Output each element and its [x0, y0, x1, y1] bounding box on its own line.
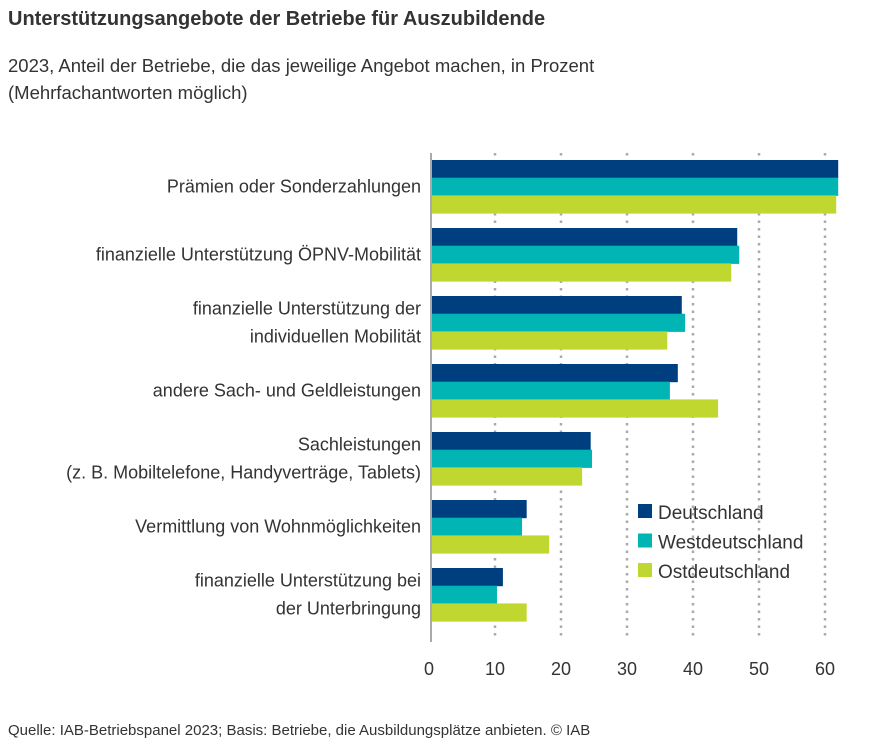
- bar-westdeutschland-5: [431, 449, 593, 468]
- category-label: finanzielle Unterstützung bei: [195, 571, 421, 591]
- bar-deutschland-2: [431, 228, 738, 247]
- x-tick-label: 30: [617, 659, 637, 679]
- category-label: individuellen Mobilität: [250, 327, 421, 347]
- x-tick-label: 50: [749, 659, 769, 679]
- x-tick-label: 0: [424, 659, 434, 679]
- bar-ostdeutschland-4: [431, 399, 719, 418]
- legend-swatch-westdeutschland: [638, 533, 652, 548]
- category-label: Sachleistungen: [298, 435, 421, 455]
- bar-ostdeutschland-7: [431, 603, 527, 622]
- bar-deutschland-4: [431, 364, 678, 383]
- category-label: (z. B. Mobiltelefone, Handyverträge, Tab…: [66, 463, 421, 483]
- chart-subtitle: 2023, Anteil der Betriebe, die das jewei…: [8, 52, 594, 106]
- category-label: der Unterbringung: [276, 599, 421, 619]
- bar-deutschland-6: [431, 500, 527, 519]
- bar-westdeutschland-2: [431, 245, 740, 264]
- x-tick-label: 60: [815, 659, 835, 679]
- bar-ostdeutschland-2: [431, 263, 732, 282]
- category-label: Vermittlung von Wohnmöglichkeiten: [135, 517, 421, 537]
- x-tick-label: 10: [485, 659, 505, 679]
- bar-ostdeutschland-6: [431, 535, 550, 554]
- category-label: Prämien oder Sonderzahlungen: [167, 177, 421, 197]
- legend-label-deutschland: Deutschland: [658, 503, 764, 524]
- bar-ostdeutschland-1: [431, 195, 837, 214]
- bar-westdeutschland-7: [431, 585, 497, 604]
- legend-swatch-ostdeutschland: [638, 563, 652, 577]
- subtitle-line-2: (Mehrfachantworten möglich): [8, 82, 248, 103]
- x-tick-label: 40: [683, 659, 703, 679]
- subtitle-line-1: 2023, Anteil der Betriebe, die das jewei…: [8, 55, 595, 76]
- legend-swatch-deutschland: [638, 504, 652, 518]
- bar-deutschland-7: [431, 568, 503, 587]
- legend-label-westdeutschland: Westdeutschland: [658, 533, 803, 554]
- legend-label-ostdeutschland: Ostdeutschland: [658, 562, 790, 583]
- bar-westdeutschland-4: [431, 381, 670, 400]
- category-label: finanzielle Unterstützung der: [193, 299, 421, 319]
- bar-deutschland-1: [431, 160, 839, 179]
- source-note: Quelle: IAB-Betriebspanel 2023; Basis: B…: [8, 722, 591, 739]
- bar-deutschland-3: [431, 296, 682, 315]
- bar-westdeutschland-1: [431, 177, 839, 196]
- x-tick-label: 20: [551, 659, 571, 679]
- category-label: finanzielle Unterstützung ÖPNV-Mobilität: [96, 245, 421, 265]
- chart-title: Unterstützungsangebote der Betriebe für …: [8, 8, 546, 30]
- bar-westdeutschland-6: [431, 517, 523, 536]
- bar-deutschland-5: [431, 432, 591, 451]
- category-label: andere Sach- und Geldleistungen: [153, 381, 421, 401]
- bar-westdeutschland-3: [431, 313, 686, 332]
- bar-ostdeutschland-5: [431, 467, 583, 486]
- bar-ostdeutschland-3: [431, 331, 668, 350]
